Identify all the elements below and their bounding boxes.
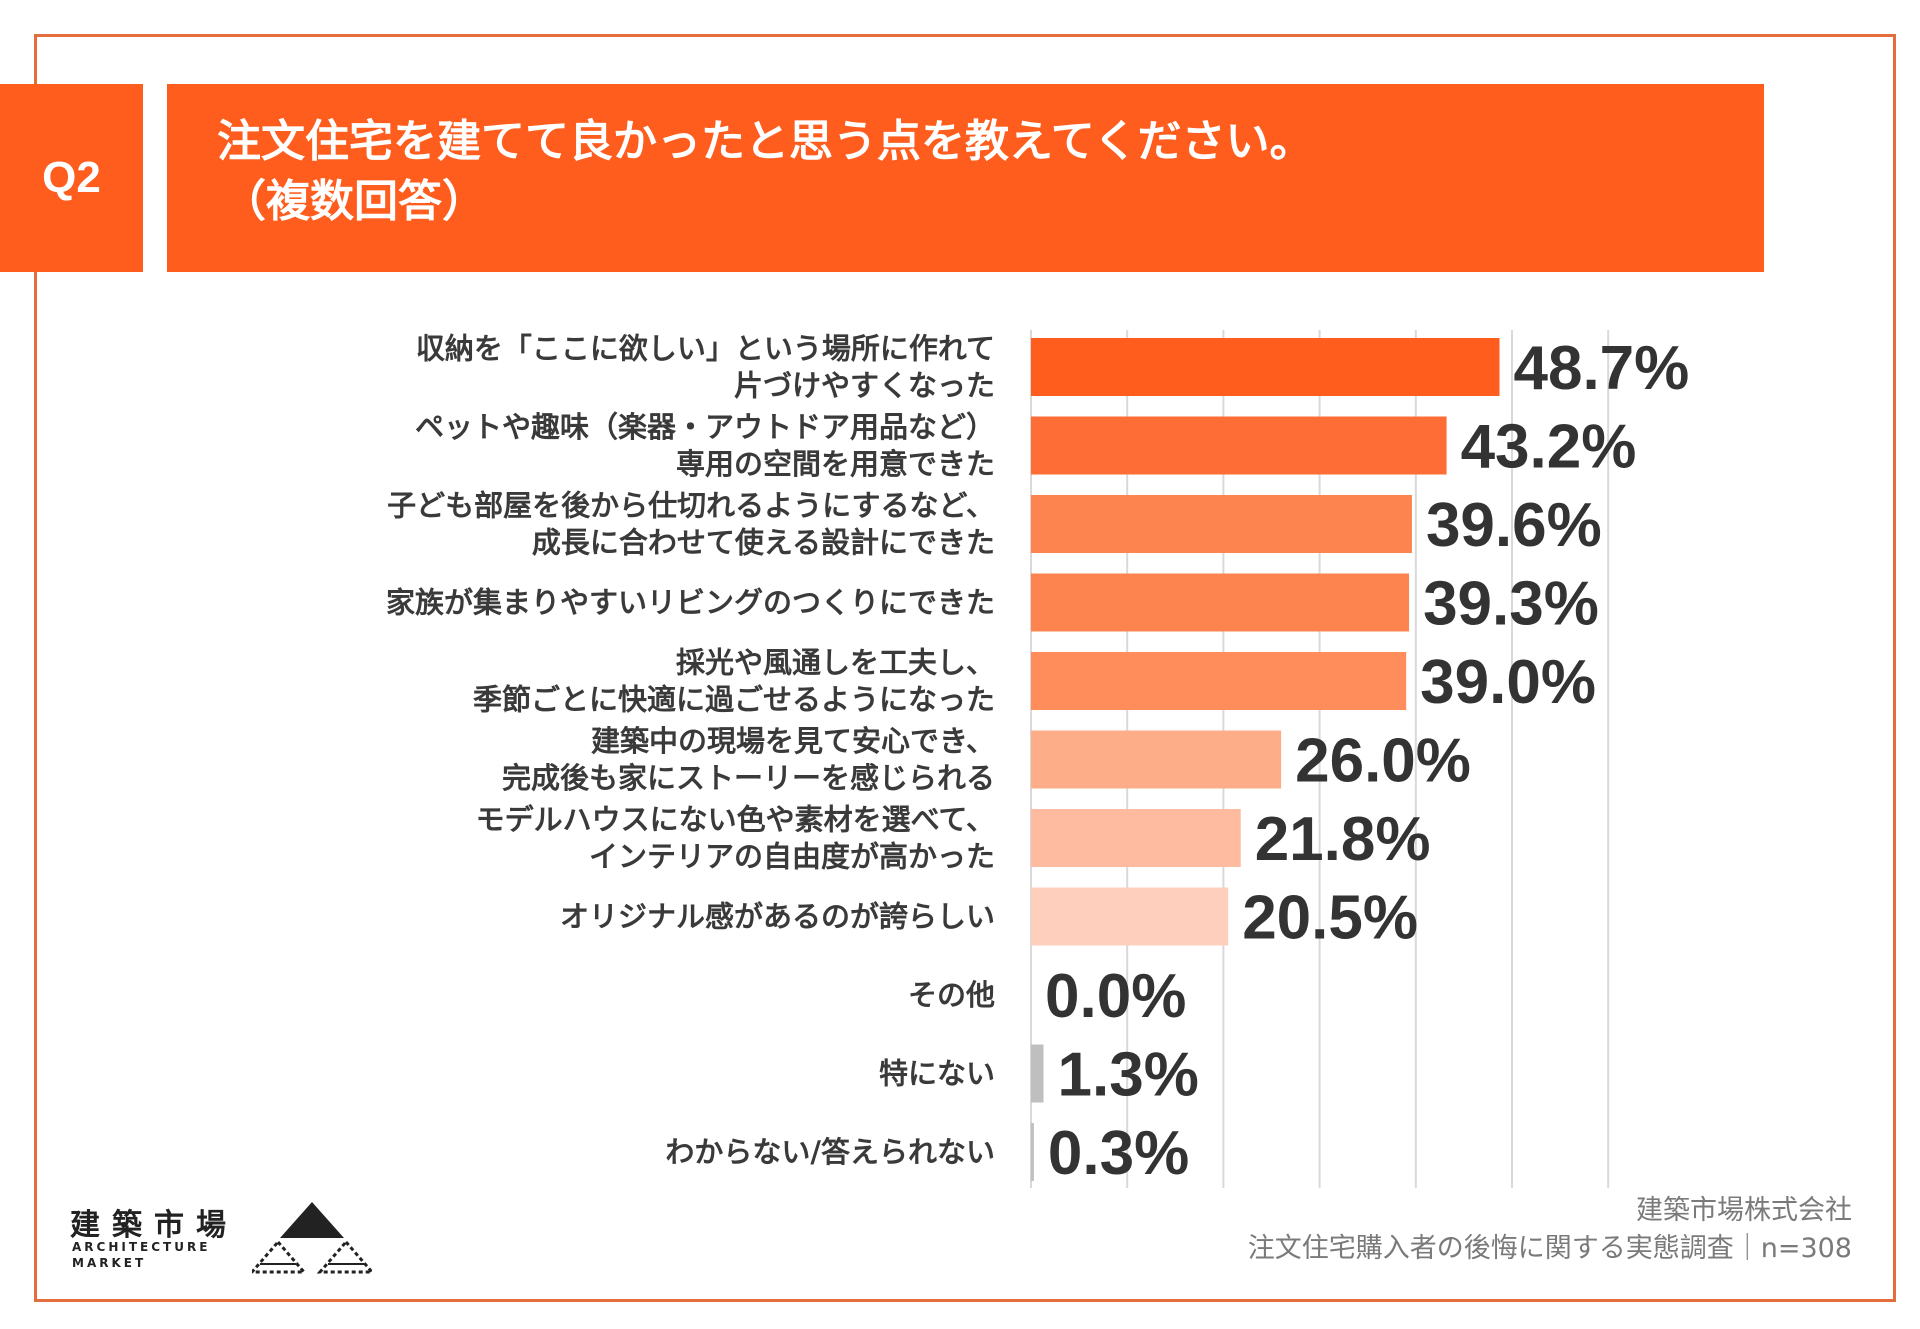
bar-value-label: 0.0% [1045, 962, 1186, 1031]
outer-frame [34, 34, 1896, 1302]
bar-value-label: 39.0% [1420, 648, 1596, 717]
company-logo: 建築市場 [70, 1200, 380, 1280]
bar-value-label: 43.2% [1461, 413, 1637, 482]
category-label: その他 [908, 978, 995, 1012]
bar-value-label: 39.3% [1423, 570, 1599, 639]
bar-value-label: 39.6% [1426, 491, 1602, 560]
category-label: 子ども部屋を後から仕切れるようにするなど、成長に合わせて使える設計にできた [387, 489, 995, 560]
logo-en-line2: MARKET [72, 1256, 147, 1270]
bar-value-label: 0.3% [1048, 1119, 1189, 1188]
bar-value-label: 1.3% [1058, 1041, 1199, 1110]
category-label: 家族が集まりやすいリビングのつくりにできた [386, 586, 995, 620]
bar [1031, 1123, 1034, 1181]
bar [1031, 573, 1410, 632]
bar [1031, 730, 1282, 789]
category-label: わからない/答えられない [665, 1135, 995, 1169]
category-label: 収納を「ここに欲しい」という場所に作れて片づけやすくなった [416, 332, 995, 403]
bar [1031, 809, 1241, 867]
logo-triangle-mark-icon [252, 1202, 372, 1274]
bar [1031, 652, 1407, 710]
source-note: 建築市場株式会社 注文住宅購入者の後悔に関する実態調査｜n=308 [1248, 1192, 1852, 1268]
question-badge: Q2 [0, 84, 143, 272]
bar-value-label: 26.0% [1295, 727, 1471, 796]
question-banner: 注文住宅を建てて良かったと思う点を教えてください。 （複数回答） [167, 84, 1764, 272]
category-label: 特にない [879, 1057, 995, 1091]
category-label: 建築中の現場を見て安心でき、完成後も家にストーリーを感じられる [502, 724, 995, 795]
bar [1031, 416, 1447, 475]
category-label: モデルハウスにない色や素材を選べて、インテリアの自由度が高かった [476, 803, 995, 874]
bar-value-label: 48.7% [1513, 334, 1689, 403]
category-label: ペットや趣味（楽器・アウトドア用品など）専用の空間を用意できた [415, 410, 995, 481]
category-label: オリジナル感があるのが誇らしい [560, 900, 995, 934]
bar [1031, 887, 1229, 946]
category-label: 採光や風通しを工夫し、季節ごとに快適に過ごせるようになった [473, 646, 995, 717]
bar-value-label: 20.5% [1242, 884, 1418, 953]
bar-value-label: 21.8% [1255, 805, 1431, 874]
question-subtitle: （複数回答） [222, 176, 486, 227]
source-company: 建築市場株式会社 [1636, 1195, 1852, 1226]
logo-en-line1: ARCHITECTURE [72, 1240, 211, 1254]
question-title: 注文住宅を建てて良かったと思う点を教えてください。 [217, 116, 1314, 167]
bar [1031, 495, 1412, 553]
source-survey: 注文住宅購入者の後悔に関する実態調査｜n=308 [1247, 1233, 1852, 1264]
bar [1031, 338, 1500, 396]
bar [1031, 1044, 1044, 1103]
logo-wordmark: 建築市場 [70, 1208, 238, 1243]
